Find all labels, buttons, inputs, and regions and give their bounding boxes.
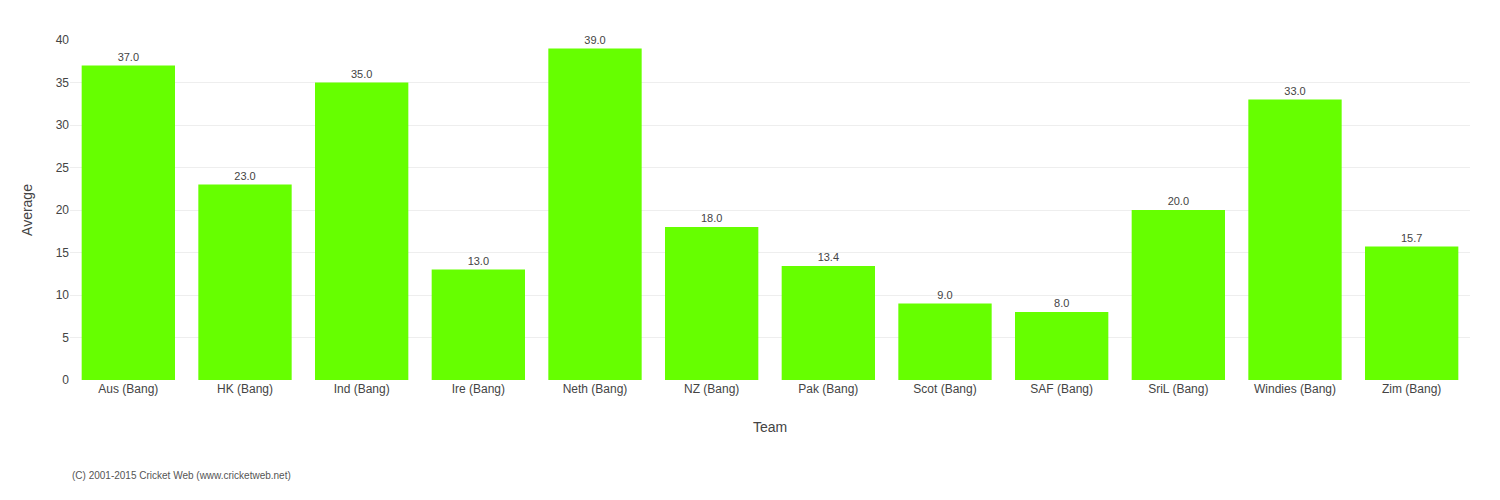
svg-text:40: 40 <box>56 33 70 47</box>
svg-text:HK (Bang): HK (Bang) <box>217 382 273 396</box>
svg-text:20.0: 20.0 <box>1168 195 1189 207</box>
svg-text:(C) 2001-2015 Cricket Web (www: (C) 2001-2015 Cricket Web (www.cricketwe… <box>72 470 291 481</box>
svg-text:Ind (Bang): Ind (Bang) <box>334 382 390 396</box>
svg-text:18.0: 18.0 <box>701 212 722 224</box>
svg-text:5: 5 <box>62 331 69 345</box>
svg-text:10: 10 <box>56 288 70 302</box>
svg-text:Neth (Bang): Neth (Bang) <box>563 382 628 396</box>
svg-text:Windies (Bang): Windies (Bang) <box>1254 382 1336 396</box>
svg-text:35.0: 35.0 <box>351 68 372 80</box>
svg-text:13.4: 13.4 <box>818 251 839 263</box>
svg-text:13.0: 13.0 <box>468 255 489 267</box>
svg-text:20: 20 <box>56 203 70 217</box>
svg-text:35: 35 <box>56 76 70 90</box>
svg-text:Scot (Bang): Scot (Bang) <box>913 382 976 396</box>
svg-text:Pak (Bang): Pak (Bang) <box>798 382 858 396</box>
svg-text:SAF (Bang): SAF (Bang) <box>1030 382 1093 396</box>
svg-text:33.0: 33.0 <box>1284 85 1305 97</box>
svg-text:SriL (Bang): SriL (Bang) <box>1148 382 1208 396</box>
svg-text:30: 30 <box>56 118 70 132</box>
svg-text:9.0: 9.0 <box>937 289 952 301</box>
svg-text:37.0: 37.0 <box>118 51 139 63</box>
svg-text:8.0: 8.0 <box>1054 297 1069 309</box>
svg-text:Aus (Bang): Aus (Bang) <box>98 382 158 396</box>
svg-text:Zim (Bang): Zim (Bang) <box>1382 382 1441 396</box>
svg-text:39.0: 39.0 <box>584 34 605 46</box>
svg-text:NZ (Bang): NZ (Bang) <box>684 382 739 396</box>
svg-text:25: 25 <box>56 161 70 175</box>
svg-text:15.7: 15.7 <box>1401 232 1422 244</box>
svg-text:Ire (Bang): Ire (Bang) <box>452 382 505 396</box>
svg-text:Average: Average <box>19 184 35 236</box>
svg-text:Team: Team <box>753 419 787 435</box>
svg-text:23.0: 23.0 <box>234 170 255 182</box>
svg-text:0: 0 <box>62 373 69 387</box>
svg-text:15: 15 <box>56 246 70 260</box>
